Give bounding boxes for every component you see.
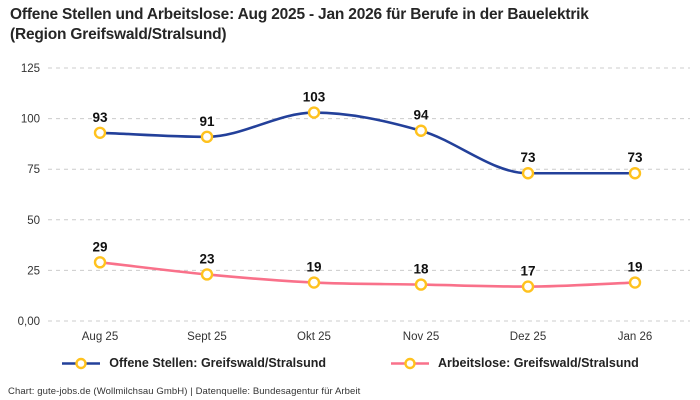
- data-point-marker[interactable]: [93, 126, 107, 139]
- y-axis-tick-label: 75: [27, 164, 40, 176]
- data-point-marker[interactable]: [628, 276, 642, 289]
- series-line: [98, 261, 637, 288]
- y-axis-tick-label: 125: [21, 63, 40, 75]
- chart-title-line2: (Region Greifswald/Stralsund): [10, 26, 227, 44]
- x-axis-tick-label: Sept 25: [187, 331, 227, 343]
- data-point-marker[interactable]: [307, 106, 321, 119]
- x-axis-tick-label: Okt 25: [297, 331, 331, 343]
- y-axis-tick-label: 0,00: [18, 316, 40, 328]
- x-axis-tick-label: Nov 25: [403, 331, 439, 343]
- data-point-marker[interactable]: [307, 276, 321, 289]
- data-point-marker[interactable]: [521, 167, 535, 180]
- legend-item-arbeitslose[interactable]: Arbeitslose: Greifswald/Stralsund: [390, 356, 639, 370]
- y-axis-tick-label: 100: [21, 114, 40, 126]
- x-axis-tick-label: Aug 25: [82, 331, 118, 343]
- legend-label-offene-stellen: Offene Stellen: Greifswald/Stralsund: [109, 356, 326, 370]
- legend-line-marker-icon: [62, 357, 101, 369]
- data-point-label: 19: [306, 260, 321, 275]
- x-axis-tick-label: Jan 26: [618, 331, 653, 343]
- data-point-label: 29: [92, 239, 107, 254]
- data-point-label: 93: [92, 110, 108, 125]
- chart-title: Offene Stellen und Arbeitslose: Aug 2025…: [10, 5, 690, 46]
- data-point-label: 103: [303, 90, 326, 105]
- data-point-label: 73: [627, 150, 643, 165]
- data-point-label: 17: [520, 264, 535, 279]
- data-point-marker[interactable]: [521, 280, 535, 293]
- chart-title-line1: Offene Stellen und Arbeitslose: Aug 2025…: [10, 6, 589, 23]
- line-chart-plot: 125 100 75 50 25 0,00 Aug 25 Sept 25 Okt 25 Nov 2…: [18, 63, 690, 343]
- series-line: [98, 111, 637, 175]
- data-point-marker[interactable]: [414, 278, 428, 291]
- data-point-label: 18: [413, 262, 429, 277]
- data-point-marker[interactable]: [414, 124, 428, 137]
- data-point-label: 91: [199, 114, 215, 129]
- legend-circle-icon: [404, 357, 416, 369]
- data-point-marker[interactable]: [200, 130, 214, 144]
- legend-line-marker-icon: [390, 357, 429, 369]
- data-point-label: 23: [199, 251, 215, 266]
- data-point-label: 73: [520, 150, 536, 165]
- data-point-marker[interactable]: [200, 268, 214, 281]
- legend-item-offene-stellen[interactable]: Offene Stellen: Greifswald/Stralsund: [61, 356, 326, 370]
- legend: Offene Stellen: Greifswald/Stralsund Arb…: [0, 356, 700, 370]
- x-axis-tick-label: Dez 25: [510, 331, 546, 343]
- data-point-marker[interactable]: [93, 256, 107, 269]
- data-point-label: 94: [413, 108, 429, 123]
- legend-label-arbeitslose: Arbeitslose: Greifswald/Stralsund: [437, 356, 639, 370]
- legend-circle-icon: [75, 357, 87, 369]
- y-axis-tick-label: 25: [27, 265, 40, 277]
- data-point-label: 19: [627, 260, 642, 275]
- chart-credit: Chart: gute-jobs.de (Wollmilchsau GmbH) …: [8, 386, 361, 397]
- data-point-marker[interactable]: [628, 167, 642, 180]
- y-axis-tick-label: 50: [27, 215, 40, 227]
